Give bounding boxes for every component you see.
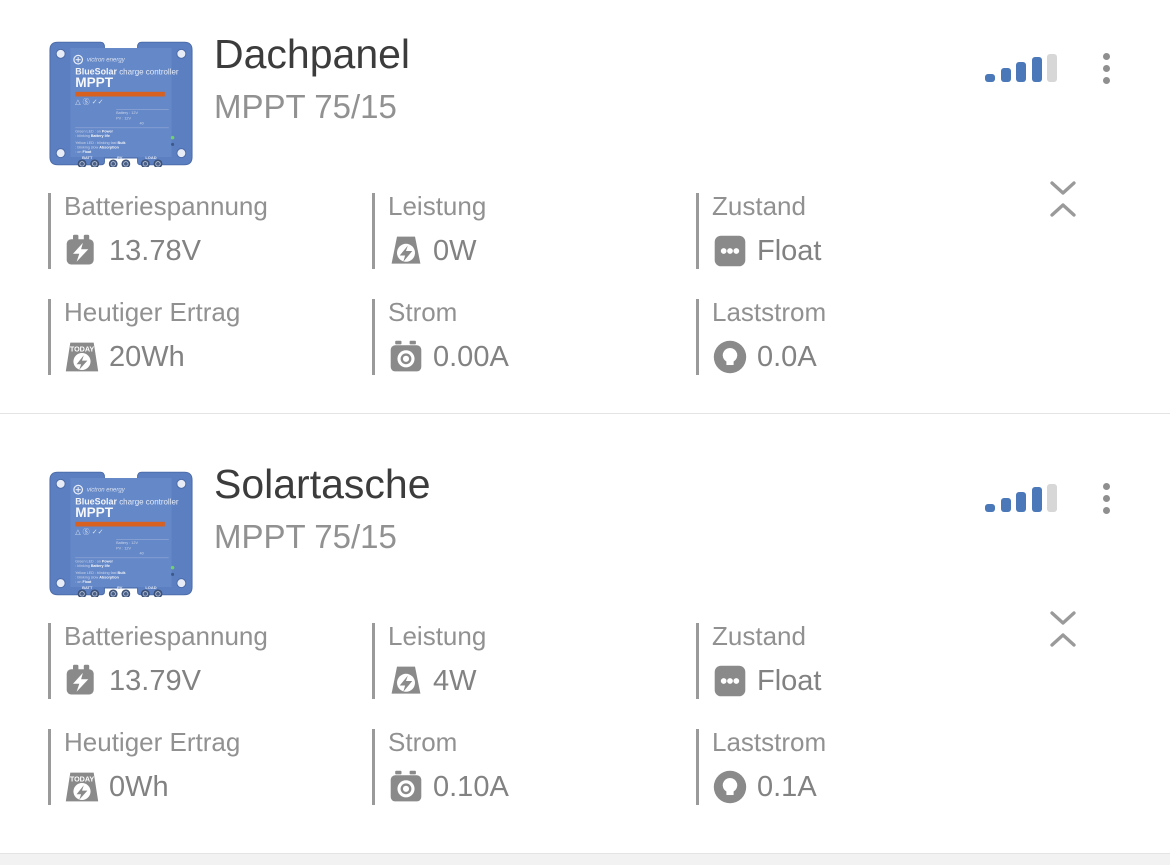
svg-text:LOAD: LOAD [145, 585, 156, 590]
svg-text:victron energy: victron energy [87, 58, 126, 64]
svg-text:40: 40 [139, 121, 143, 125]
svg-text:BATT: BATT [82, 155, 93, 160]
svg-text:: blinking Battery life: : blinking Battery life [75, 134, 110, 138]
svg-text:MPPT: MPPT [75, 75, 113, 90]
svg-text:PV: PV [117, 155, 123, 160]
svg-text:TODAY: TODAY [70, 775, 95, 784]
svg-text:: blinking slow Absorption: : blinking slow Absorption [75, 575, 119, 579]
svg-text:Green LED : on Power: Green LED : on Power [75, 130, 113, 134]
svg-text:△ Ⓢ ✓✓: △ Ⓢ ✓✓ [75, 98, 103, 106]
svg-text:BATT: BATT [82, 585, 93, 590]
svg-text:: on Float: : on Float [75, 580, 92, 584]
svg-text:Battery : 12V: Battery : 12V [116, 541, 138, 545]
svg-text:LOAD: LOAD [145, 155, 156, 160]
svg-text:40: 40 [139, 551, 143, 555]
svg-text:: blinking Battery life: : blinking Battery life [75, 564, 110, 568]
svg-text:△ Ⓢ ✓✓: △ Ⓢ ✓✓ [75, 528, 103, 536]
svg-text:TODAY: TODAY [70, 345, 95, 354]
svg-text:PV : 12V: PV : 12V [116, 546, 131, 550]
svg-text:Yellow LED : blinking fast B: Yellow LED : blinking fast Bulk [75, 571, 126, 575]
svg-text:MPPT: MPPT [75, 505, 113, 520]
svg-text:Yellow LED : blinking fast B: Yellow LED : blinking fast Bulk [75, 141, 126, 145]
svg-text:Battery : 12V: Battery : 12V [116, 111, 138, 115]
svg-text:victron energy: victron energy [87, 488, 126, 494]
svg-text:: blinking slow Absorption: : blinking slow Absorption [75, 145, 119, 149]
svg-text:PV : 12V: PV : 12V [116, 116, 131, 120]
svg-text:: on Float: : on Float [75, 150, 92, 154]
svg-text:PV: PV [117, 585, 123, 590]
svg-text:Green LED : on Power: Green LED : on Power [75, 560, 113, 564]
